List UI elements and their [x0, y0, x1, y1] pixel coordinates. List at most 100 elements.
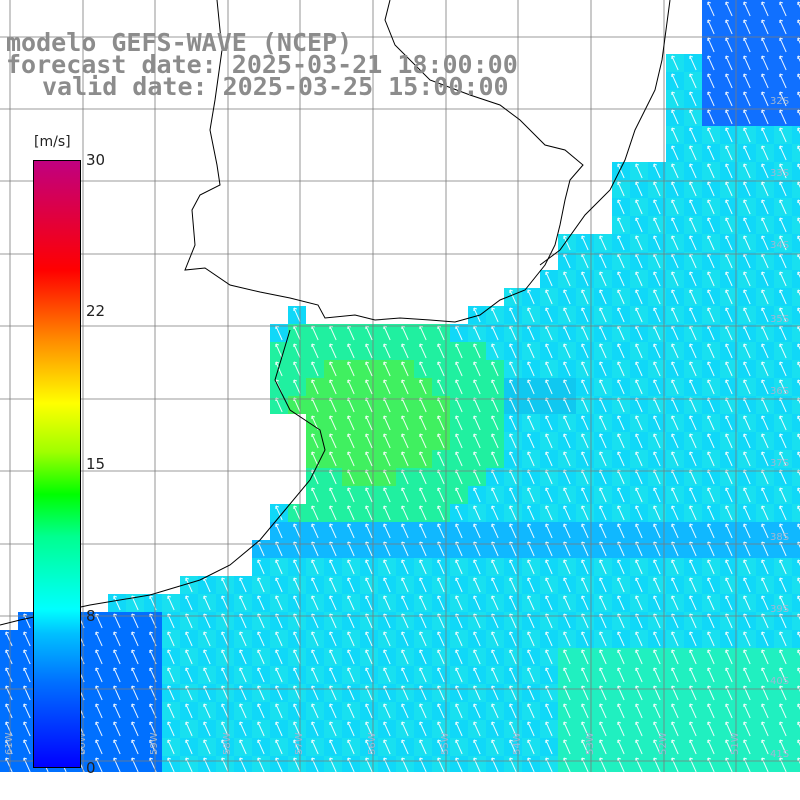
wind-arrow — [671, 271, 679, 287]
wind-arrow — [797, 217, 800, 224]
wind-arrow — [617, 343, 625, 359]
wind-arrow — [383, 721, 391, 737]
wind-arrow — [797, 379, 800, 386]
wind-arrow — [527, 631, 535, 647]
wind-arrow — [689, 163, 697, 179]
wind-arrow — [131, 721, 139, 737]
wind-arrow — [761, 739, 769, 755]
wind-arrow — [743, 487, 751, 503]
wind-arrow — [401, 703, 409, 719]
wind-arrow — [689, 451, 697, 467]
wind-arrow — [401, 685, 409, 701]
wind-arrow — [671, 91, 679, 107]
wind-arrow — [293, 739, 301, 755]
wind-arrow — [545, 739, 553, 755]
wind-arrow — [761, 667, 769, 683]
wind-arrow — [311, 685, 319, 701]
wind-arrow — [527, 361, 535, 377]
wind-arrow — [437, 667, 445, 683]
wind-arrow — [707, 379, 715, 395]
wind-arrow — [725, 649, 733, 665]
wind-arrow — [563, 505, 571, 521]
wind-arrow — [185, 739, 193, 755]
wind-arrow — [203, 649, 211, 665]
wind-arrow — [545, 757, 553, 772]
wind-arrow — [527, 415, 535, 431]
wind-arrow — [725, 271, 733, 287]
wind-arrow — [761, 1, 769, 17]
wind-arrow — [473, 433, 481, 449]
wind-arrow — [401, 343, 409, 359]
wind-arrow — [491, 523, 499, 539]
wind-arrow — [635, 559, 643, 575]
wind-arrow — [743, 19, 751, 35]
wind-cell — [792, 54, 800, 72]
wind-arrow — [725, 199, 733, 215]
wind-arrow — [401, 379, 409, 395]
wind-arrow — [365, 739, 373, 755]
wind-arrow — [491, 703, 499, 719]
wind-arrow — [185, 595, 193, 611]
wind-arrow — [653, 577, 661, 593]
wind-arrow — [581, 649, 589, 665]
wind-arrow — [671, 667, 679, 683]
wind-arrow — [707, 145, 715, 161]
wind-arrow — [329, 523, 337, 539]
wind-arrow — [581, 271, 589, 287]
wind-arrow — [545, 523, 553, 539]
wind-arrow — [563, 235, 571, 251]
wind-arrow — [383, 703, 391, 719]
wind-arrow — [617, 361, 625, 377]
wind-arrow — [761, 235, 769, 251]
wind-arrow — [5, 685, 13, 701]
wind-arrow — [797, 415, 800, 422]
wind-arrow — [653, 181, 661, 197]
wind-arrow — [509, 739, 517, 755]
wind-arrow — [599, 289, 607, 305]
wind-arrow — [113, 739, 121, 755]
wind-arrow — [491, 487, 499, 503]
wind-arrow — [743, 433, 751, 449]
wind-arrow — [581, 505, 589, 521]
wind-arrow — [509, 487, 517, 503]
wind-arrow — [707, 739, 715, 755]
wind-cell — [792, 18, 800, 36]
wind-arrow — [563, 361, 571, 377]
wind-arrow — [203, 739, 211, 755]
wind-arrow — [95, 757, 103, 772]
wind-arrow — [761, 343, 769, 359]
wind-cell — [792, 306, 800, 324]
wind-arrow — [635, 487, 643, 503]
wind-arrow — [581, 379, 589, 395]
wind-arrow — [509, 649, 517, 665]
wind-arrow — [527, 559, 535, 575]
wind-arrow — [671, 739, 679, 755]
wind-arrow — [599, 577, 607, 593]
wind-arrow — [491, 379, 499, 395]
wind-arrow — [689, 649, 697, 665]
wind-arrow — [221, 631, 229, 647]
wind-cell — [792, 162, 800, 180]
wind-arrow — [257, 703, 265, 719]
wind-arrow — [401, 595, 409, 611]
wind-arrow — [347, 361, 355, 377]
wind-arrow — [401, 523, 409, 539]
wind-arrow — [473, 307, 481, 323]
wind-arrow — [599, 595, 607, 611]
wind-cell — [792, 252, 800, 270]
wind-arrow — [707, 577, 715, 593]
wind-arrow — [275, 703, 283, 719]
wind-arrow — [563, 415, 571, 431]
wind-arrow — [23, 739, 31, 755]
wind-arrow — [599, 649, 607, 665]
wind-arrow — [437, 721, 445, 737]
wind-arrow — [617, 415, 625, 431]
wind-arrow — [491, 757, 499, 772]
wind-cell — [792, 594, 800, 612]
wind-arrow — [689, 217, 697, 233]
wind-arrow — [347, 739, 355, 755]
wind-arrow — [689, 739, 697, 755]
wind-arrow — [635, 649, 643, 665]
wind-arrow — [761, 379, 769, 395]
wind-arrow — [239, 649, 247, 665]
